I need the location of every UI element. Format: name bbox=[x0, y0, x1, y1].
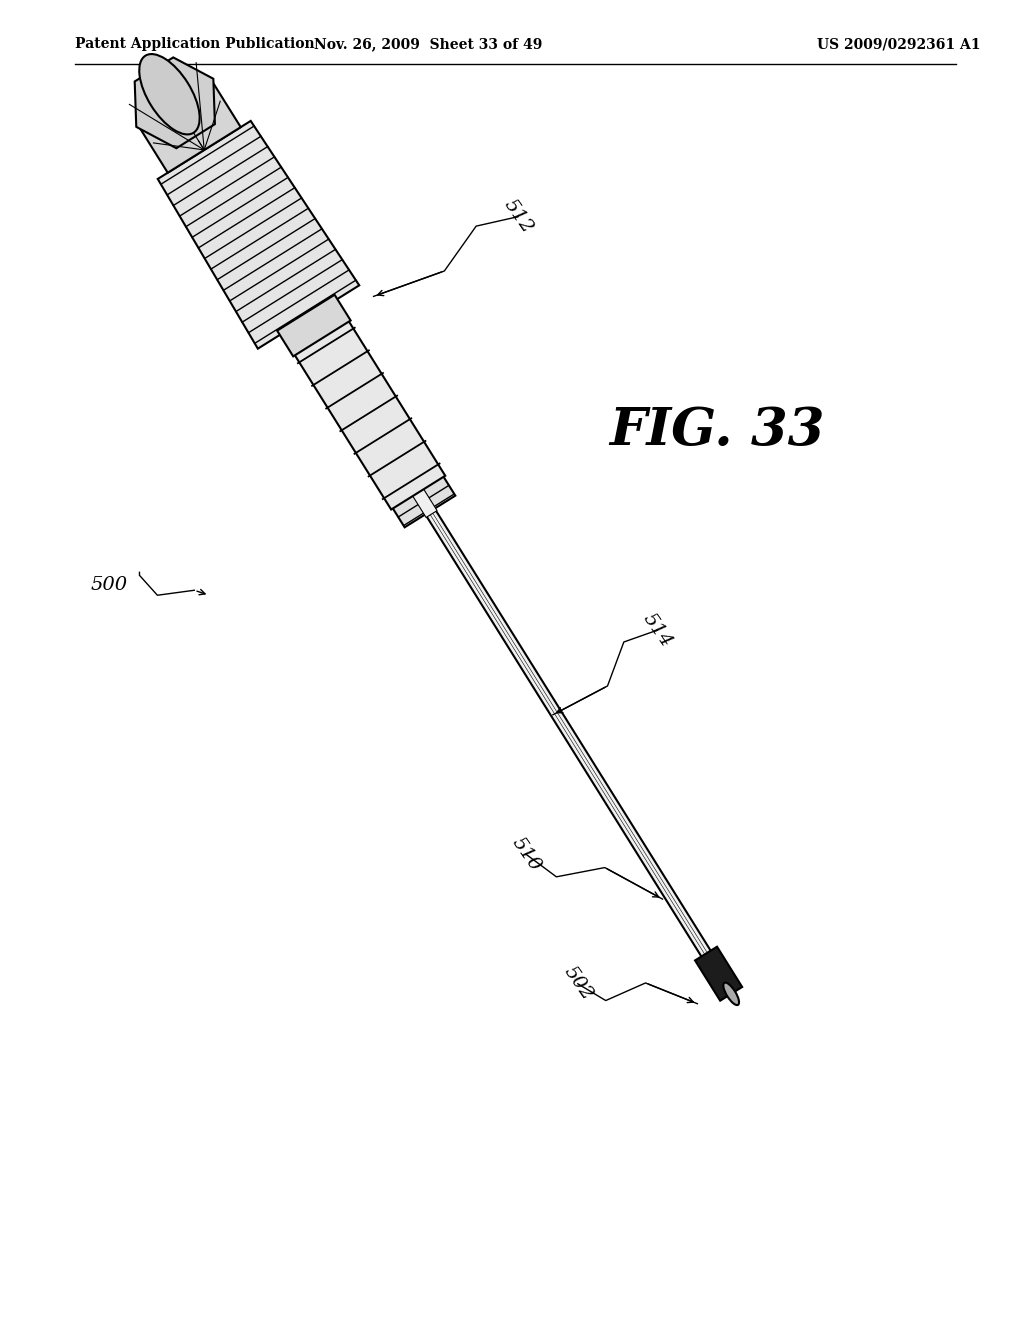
Polygon shape bbox=[424, 507, 715, 962]
Polygon shape bbox=[138, 81, 241, 173]
Ellipse shape bbox=[139, 54, 200, 135]
Polygon shape bbox=[292, 317, 445, 510]
Polygon shape bbox=[695, 946, 742, 1001]
Text: 510: 510 bbox=[508, 834, 544, 875]
Polygon shape bbox=[385, 463, 456, 527]
Text: 500: 500 bbox=[91, 577, 128, 594]
Text: Nov. 26, 2009  Sheet 33 of 49: Nov. 26, 2009 Sheet 33 of 49 bbox=[314, 37, 543, 51]
Ellipse shape bbox=[723, 982, 739, 1005]
Text: Patent Application Publication: Patent Application Publication bbox=[75, 37, 314, 51]
Polygon shape bbox=[278, 294, 350, 356]
Polygon shape bbox=[402, 473, 437, 517]
Polygon shape bbox=[135, 57, 215, 148]
Text: FIG. 33: FIG. 33 bbox=[609, 405, 825, 457]
Text: 512: 512 bbox=[500, 197, 536, 238]
Polygon shape bbox=[158, 121, 359, 348]
Text: 502: 502 bbox=[560, 964, 596, 1005]
Text: 514: 514 bbox=[640, 610, 676, 651]
Text: US 2009/0292361 A1: US 2009/0292361 A1 bbox=[817, 37, 980, 51]
